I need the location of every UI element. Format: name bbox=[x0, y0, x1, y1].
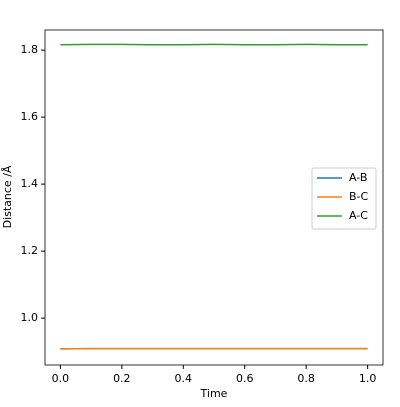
y-tick-label: 1.2 bbox=[21, 244, 39, 257]
x-tick-label: 1.0 bbox=[359, 372, 377, 385]
x-tick-label: 0.8 bbox=[297, 372, 315, 385]
y-axis-label: Distance /Å bbox=[1, 165, 14, 228]
x-tick-label: 0.6 bbox=[236, 372, 254, 385]
x-tick-label: 0.2 bbox=[113, 372, 131, 385]
y-tick-label: 1.6 bbox=[21, 110, 39, 123]
legend-label: A-B bbox=[349, 171, 367, 184]
y-tick-label: 1.4 bbox=[21, 177, 39, 190]
legend-box bbox=[311, 167, 377, 230]
x-axis-label: Time bbox=[200, 387, 228, 400]
y-tick-label: 1.0 bbox=[21, 311, 39, 324]
legend-label: B-C bbox=[349, 190, 369, 203]
plot-frame bbox=[44, 29, 384, 366]
x-tick-label: 0.0 bbox=[52, 372, 70, 385]
x-tick-label: 0.4 bbox=[175, 372, 193, 385]
legend-label: A-C bbox=[349, 209, 368, 222]
y-tick-label: 1.8 bbox=[21, 43, 39, 56]
